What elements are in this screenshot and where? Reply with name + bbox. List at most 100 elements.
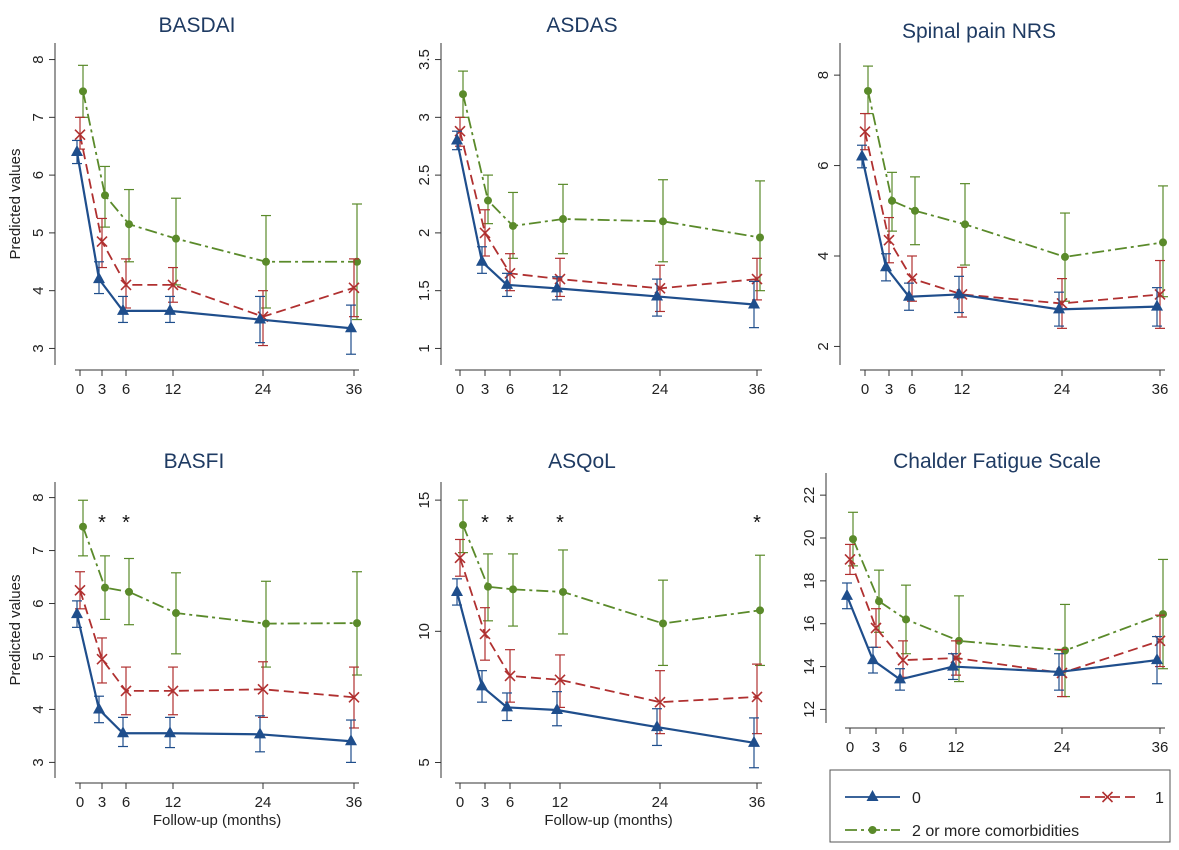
x-tick-label: 24 <box>652 381 669 398</box>
y-tick-label: 18 <box>801 573 818 590</box>
y-tick-label: 22 <box>801 487 818 504</box>
data-point <box>101 583 109 592</box>
data-point <box>651 289 663 301</box>
x-tick-label: 12 <box>552 794 569 811</box>
data-point <box>911 206 919 215</box>
x-tick-label: 3 <box>481 794 489 811</box>
series-line <box>867 90 1164 258</box>
series-0 <box>451 130 760 329</box>
panel-title: BASFI <box>164 450 225 473</box>
y-tick-label: 7 <box>30 546 47 554</box>
data-point <box>1151 653 1163 665</box>
data-point <box>870 622 882 634</box>
series-line <box>82 526 358 625</box>
data-point <box>902 615 910 624</box>
x-tick-label: 12 <box>954 381 971 398</box>
data-point <box>751 691 763 703</box>
x-tick-label: 3 <box>98 381 106 398</box>
series-2 <box>458 499 765 667</box>
legend-label: 1 <box>1155 790 1164 807</box>
data-point <box>883 234 895 246</box>
y-tick-label: 4 <box>30 286 47 294</box>
data-point <box>554 674 566 686</box>
y-tick-label: 6 <box>30 171 47 179</box>
data-point <box>953 287 965 299</box>
data-point <box>345 734 357 746</box>
x-marker-stroke <box>1101 791 1114 803</box>
data-point <box>348 691 360 703</box>
x-marker-stroke <box>74 584 86 596</box>
data-point <box>479 227 491 239</box>
data-point <box>353 257 361 266</box>
y-tick-label: 5 <box>416 758 433 766</box>
data-point <box>93 272 105 284</box>
series-line <box>462 524 761 625</box>
data-point <box>841 588 853 600</box>
x-axis-label: Follow-up (months) <box>544 812 672 829</box>
x-tick-label: 24 <box>652 794 669 811</box>
data-point <box>484 582 492 591</box>
series-0 <box>71 600 357 764</box>
x-tick-label: 24 <box>255 794 272 811</box>
data-point <box>172 234 180 243</box>
data-point <box>903 289 915 301</box>
x-tick-label: 6 <box>908 381 916 398</box>
y-tick-label: 3 <box>416 113 433 121</box>
legend-marker <box>866 790 879 801</box>
x-tick-label: 36 <box>1152 739 1169 756</box>
data-point <box>254 312 266 324</box>
data-point <box>96 235 108 248</box>
x-tick-label: 12 <box>165 794 182 811</box>
x-marker-stroke <box>96 235 108 248</box>
panel-title: ASDAS <box>546 14 617 37</box>
y-tick-label: 20 <box>801 530 818 547</box>
data-point <box>875 597 883 606</box>
x-marker-stroke <box>751 691 763 703</box>
series-line <box>864 131 1161 305</box>
y-tick-label: 8 <box>30 55 47 63</box>
data-point <box>859 126 871 138</box>
data-point <box>71 607 83 619</box>
legend-label: 2 or more comorbidities <box>912 823 1079 840</box>
series-line <box>75 613 352 743</box>
series-2 <box>78 64 362 321</box>
data-point <box>551 703 563 715</box>
series-line <box>82 91 357 263</box>
data-point <box>849 535 857 544</box>
series-line <box>845 595 1158 681</box>
series-line <box>79 590 355 699</box>
data-point <box>897 654 909 666</box>
x-tick-label: 3 <box>885 381 893 398</box>
significance-star: * <box>556 512 564 534</box>
y-tick-label: 6 <box>30 599 47 607</box>
data-point <box>125 220 133 229</box>
x-marker-stroke <box>96 653 108 665</box>
x-tick-label: 36 <box>749 381 766 398</box>
series-line <box>79 134 355 318</box>
significance-star: * <box>753 512 761 534</box>
data-point <box>125 587 133 596</box>
data-point <box>459 90 467 99</box>
panel-title: Spinal pain NRS <box>902 20 1056 43</box>
x-axis-label: Follow-up (months) <box>153 812 281 829</box>
x-tick-label: 0 <box>846 739 854 756</box>
y-tick-label: 2 <box>416 229 433 237</box>
y-tick-label: 6 <box>815 161 832 169</box>
data-point <box>451 584 463 596</box>
data-point <box>167 685 179 697</box>
data-point <box>748 735 760 747</box>
data-point <box>120 279 132 291</box>
y-tick-label: 3 <box>30 758 47 766</box>
x-marker-stroke <box>348 282 360 294</box>
significance-star: * <box>481 512 489 534</box>
series-2 <box>458 70 765 292</box>
y-tick-label: 16 <box>801 615 818 632</box>
data-point <box>509 585 517 594</box>
series-line <box>849 559 1161 674</box>
data-point <box>659 619 667 628</box>
x-tick-label: 36 <box>346 381 363 398</box>
y-axis-label: Predicted values <box>7 575 24 686</box>
x-marker-stroke <box>257 683 269 695</box>
x-marker-stroke <box>654 696 666 708</box>
